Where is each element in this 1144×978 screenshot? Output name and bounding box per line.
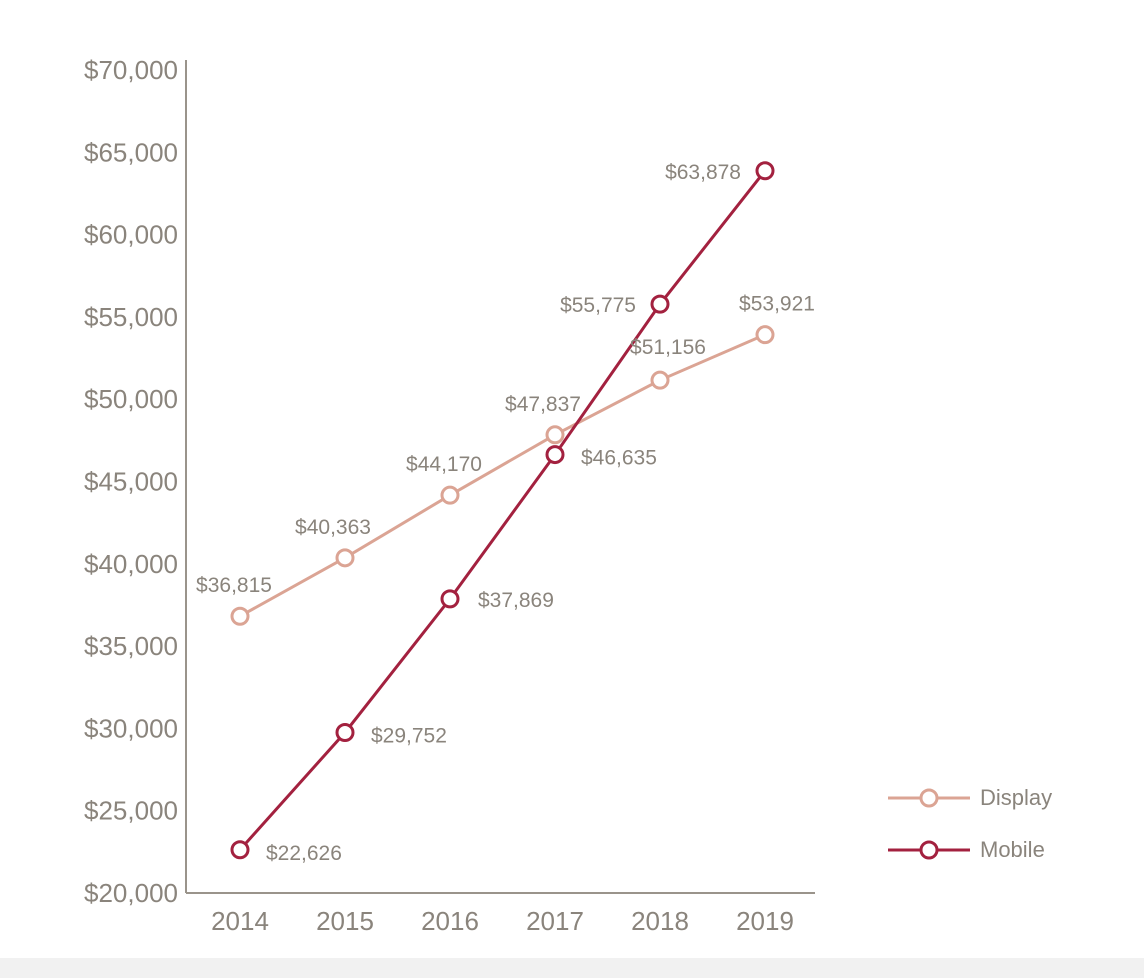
y-tick-label: $70,000 bbox=[84, 55, 178, 85]
display-data-point bbox=[230, 606, 250, 626]
mobile-data-point bbox=[440, 589, 460, 609]
mobile-data-point bbox=[335, 722, 355, 742]
mobile-data-label: $37,869 bbox=[478, 589, 554, 612]
legend-display-marker bbox=[919, 788, 939, 808]
mobile-data-point bbox=[755, 161, 775, 181]
y-tick-label: $25,000 bbox=[84, 796, 178, 826]
mobile-data-point bbox=[650, 294, 670, 314]
display-data-label: $53,921 bbox=[739, 293, 815, 316]
mobile-data-point bbox=[230, 840, 250, 860]
legend: Display Mobile bbox=[888, 785, 1052, 862]
display-data-point bbox=[650, 370, 670, 390]
mobile-data-label: $46,635 bbox=[581, 447, 657, 470]
y-tick-label: $40,000 bbox=[84, 549, 178, 579]
y-tick-label: $20,000 bbox=[84, 878, 178, 908]
legend-display-label: Display bbox=[980, 785, 1052, 810]
x-tick-label: 2017 bbox=[526, 906, 584, 936]
y-tick-label: $65,000 bbox=[84, 137, 178, 167]
mobile-data-label: $63,878 bbox=[665, 161, 741, 184]
data-labels: $36,815 $40,363 $44,170 $47,837 $51,156 $53,9… bbox=[196, 161, 815, 865]
mobile-data-label: $29,752 bbox=[371, 724, 447, 747]
display-data-label: $51,156 bbox=[630, 336, 706, 359]
bottom-band bbox=[0, 958, 1144, 978]
y-tick-label: $60,000 bbox=[84, 220, 178, 250]
y-axis-ticks: $20,000 $25,000 $30,000 $35,000 $40,000 $45,0… bbox=[84, 55, 178, 908]
x-tick-label: 2014 bbox=[211, 906, 269, 936]
axes bbox=[185, 60, 815, 894]
display-series-line bbox=[239, 333, 766, 618]
x-tick-label: 2015 bbox=[316, 906, 374, 936]
x-tick-label: 2016 bbox=[421, 906, 479, 936]
y-tick-label: $30,000 bbox=[84, 713, 178, 743]
display-data-label: $44,170 bbox=[406, 453, 482, 476]
mobile-series-line bbox=[238, 169, 767, 851]
legend-mobile-marker bbox=[919, 840, 939, 860]
series-lines bbox=[230, 161, 775, 860]
display-data-label: $40,363 bbox=[295, 516, 371, 539]
y-tick-label: $55,000 bbox=[84, 302, 178, 332]
display-data-point bbox=[755, 325, 775, 345]
display-data-label: $36,815 bbox=[196, 574, 272, 597]
y-tick-label: $35,000 bbox=[84, 631, 178, 661]
x-tick-label: 2019 bbox=[736, 906, 794, 936]
mobile-data-label: $22,626 bbox=[266, 842, 342, 865]
mobile-data-point bbox=[545, 445, 565, 465]
display-data-point bbox=[335, 548, 355, 568]
x-axis-ticks: 2014 2015 2016 2017 2018 2019 bbox=[211, 906, 794, 936]
legend-mobile-label: Mobile bbox=[980, 837, 1045, 862]
display-data-point bbox=[440, 485, 460, 505]
display-data-point bbox=[545, 425, 565, 445]
mobile-data-label: $55,775 bbox=[560, 294, 636, 317]
y-tick-label: $50,000 bbox=[84, 384, 178, 414]
x-tick-label: 2018 bbox=[631, 906, 689, 936]
display-data-label: $47,837 bbox=[505, 393, 581, 416]
y-tick-label: $45,000 bbox=[84, 467, 178, 497]
